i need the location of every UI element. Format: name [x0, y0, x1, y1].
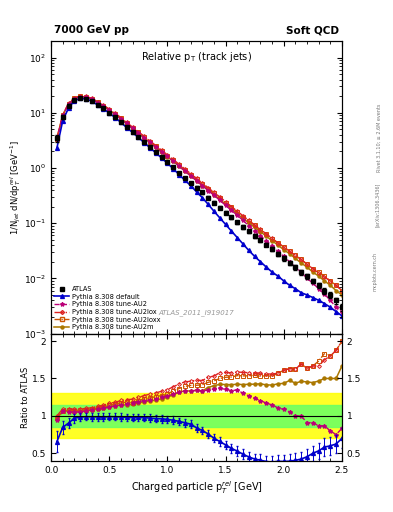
- Bar: [51, 404, 342, 427]
- X-axis label: Charged particle p$_{T}^{rel}$ [GeV]: Charged particle p$_{T}^{rel}$ [GeV]: [130, 479, 263, 496]
- Text: mcplots.cern.ch: mcplots.cern.ch: [373, 252, 378, 291]
- Text: Rivet 3.1.10; ≥ 2.6M events: Rivet 3.1.10; ≥ 2.6M events: [377, 104, 382, 173]
- Text: 7000 GeV pp: 7000 GeV pp: [54, 25, 129, 35]
- Text: [arXiv:1306.3436]: [arXiv:1306.3436]: [375, 183, 380, 227]
- Y-axis label: 1/N$_{jet}$ dN/dp$_{T}^{rel}$ [GeV$^{-1}$]: 1/N$_{jet}$ dN/dp$_{T}^{rel}$ [GeV$^{-1}…: [8, 140, 22, 234]
- Text: Relative p$_{\rm T}$ (track jets): Relative p$_{\rm T}$ (track jets): [141, 50, 252, 63]
- Text: Soft QCD: Soft QCD: [286, 25, 339, 35]
- Y-axis label: Ratio to ATLAS: Ratio to ATLAS: [22, 367, 31, 428]
- Text: ATLAS_2011_I919017: ATLAS_2011_I919017: [159, 309, 234, 316]
- Legend: ATLAS, Pythia 8.308 default, Pythia 8.308 tune-AU2, Pythia 8.308 tune-AU2lox, Py: ATLAS, Pythia 8.308 default, Pythia 8.30…: [53, 285, 162, 332]
- Bar: [51, 393, 342, 438]
